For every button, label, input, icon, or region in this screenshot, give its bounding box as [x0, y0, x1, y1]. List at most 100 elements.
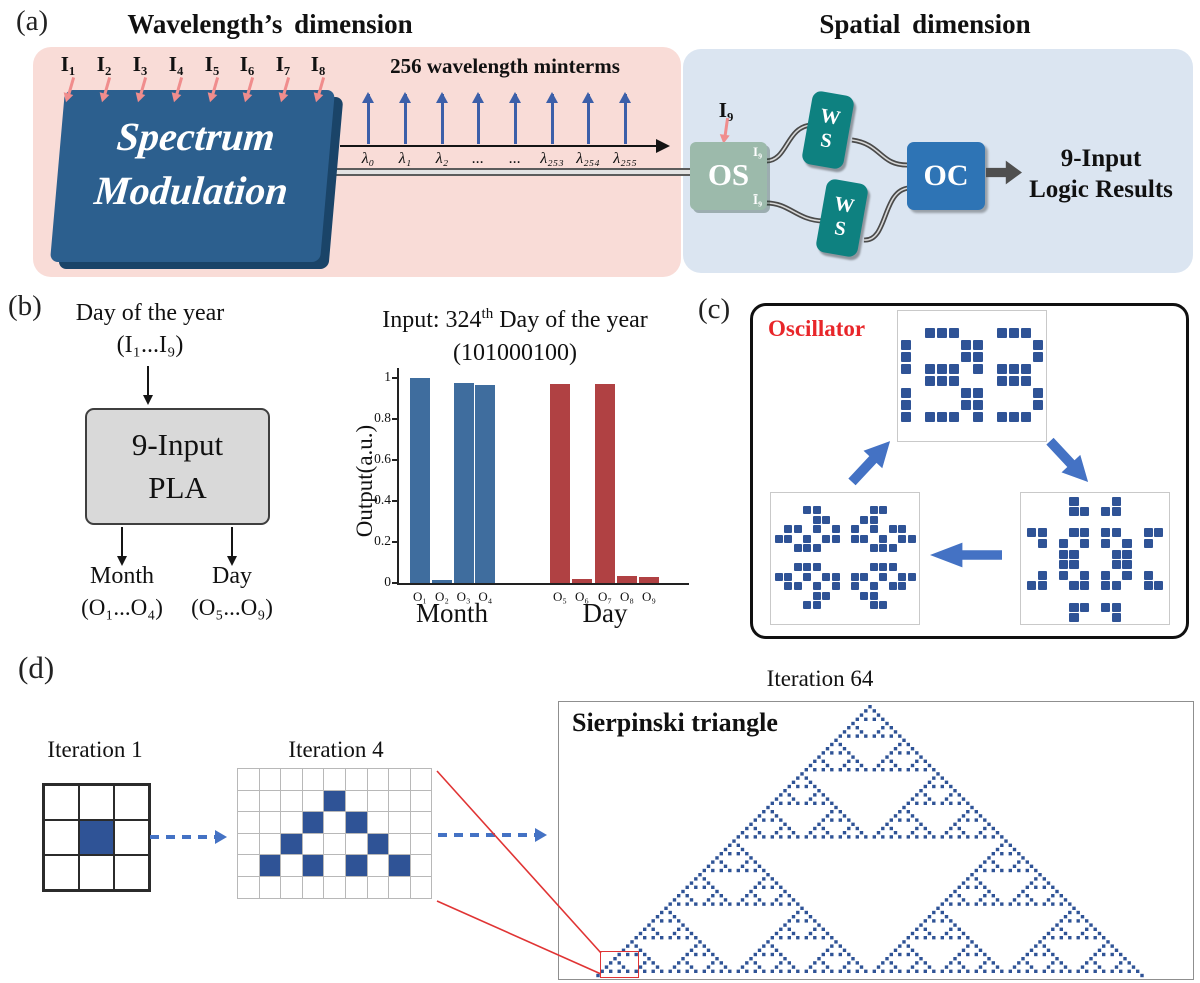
lambda-arrow-icon [362, 86, 375, 146]
grid-cell [410, 855, 432, 876]
grid-cell [259, 812, 281, 833]
pattern-cell [869, 506, 878, 515]
pattern-cell [1021, 376, 1032, 387]
pattern-cell [1069, 507, 1079, 517]
pattern-cell [1080, 528, 1090, 538]
pattern-cell [850, 534, 859, 543]
pattern-cell [1027, 528, 1037, 538]
grid-cell [367, 833, 389, 855]
grid-cell [324, 855, 345, 876]
pattern-cell [973, 364, 984, 375]
pattern-cell [803, 534, 812, 543]
chart-title-sup: th [481, 306, 494, 322]
pattern-cell [1033, 388, 1044, 399]
pattern-cell [1080, 581, 1090, 591]
bar [617, 575, 637, 583]
pattern-cell [1033, 352, 1044, 363]
bar [550, 384, 570, 583]
oc-label: OC [923, 159, 969, 192]
grid-cell [324, 876, 345, 898]
optical-switch-box: OS I₉ Ī₉ [690, 142, 767, 210]
grid-cell [302, 769, 324, 790]
dashed-arrow-icon [438, 828, 554, 842]
pattern-cell [888, 544, 897, 553]
pattern-cell [907, 534, 916, 543]
pla-box: 9-Input PLA [85, 408, 270, 525]
grid-cell [115, 856, 148, 889]
oscillator-title: Oscillator [768, 316, 866, 341]
x-axis-line [397, 583, 689, 585]
x-tick-label: O₇ [598, 589, 612, 604]
grid-cell [410, 769, 432, 790]
pattern-cell [1143, 538, 1153, 549]
y-tick-mark [392, 459, 398, 461]
grid-cell [410, 812, 432, 833]
os-port-top-label: I₉ [753, 144, 762, 159]
pattern-cell [961, 352, 972, 363]
grid-cell [345, 876, 367, 898]
pattern-cell [1080, 538, 1090, 549]
lambda-tick-label: ... [472, 150, 484, 167]
pattern-cell [1009, 412, 1020, 423]
grid-cell [259, 769, 281, 790]
pattern-cell [1143, 528, 1153, 538]
y-tick-label: 0.6 [374, 451, 391, 466]
panel-c-label: (c) [698, 293, 731, 325]
pattern-cell [1058, 549, 1068, 559]
pattern-cell [869, 563, 878, 572]
pattern-cell [1009, 328, 1020, 339]
panel-a-label: (a) [16, 5, 49, 37]
pattern-cell [793, 525, 802, 534]
grid-cell [345, 812, 367, 833]
flow-input-line2: (I₁...I₉) [116, 332, 184, 358]
grid-cell [324, 812, 345, 833]
pattern-cell [822, 515, 831, 524]
lambda-tick-label: λ₂₅₅ [613, 150, 637, 167]
pattern-cell [1101, 507, 1111, 517]
pattern-cell [949, 364, 960, 375]
axis-arrowhead-icon [656, 139, 677, 153]
iteration64-title: Iteration 64 [766, 666, 874, 691]
flow-out-right-line1: Day [212, 563, 252, 589]
grid-cell [115, 821, 148, 854]
pattern-cell [812, 544, 821, 553]
pattern-cell [997, 328, 1008, 339]
pattern-cell [1058, 538, 1068, 549]
grid-cell [302, 812, 324, 833]
spatial-dimension-title: Spatial dimension [819, 9, 1031, 39]
pattern-cell [925, 364, 936, 375]
grid-cell [389, 855, 410, 876]
pattern-cell [888, 582, 897, 591]
pattern-cell [879, 601, 888, 610]
pattern-cell [1154, 528, 1164, 538]
pattern-cell [888, 525, 897, 534]
chart-title-tail: Day of the year [493, 307, 648, 333]
x-tick-label: O₉ [642, 589, 656, 604]
pattern-cell [898, 534, 907, 543]
grid-cell [302, 790, 324, 812]
grid-cell [238, 833, 259, 855]
pattern-cell [879, 572, 888, 581]
lambda-arrow-icon [546, 86, 559, 146]
pattern-cell [961, 340, 972, 351]
os-port-bottom-label: Ī₉ [753, 192, 762, 207]
pattern-cell [925, 376, 936, 387]
group-label: Month [415, 598, 488, 628]
pattern-cell [1143, 570, 1153, 580]
pattern-cell [901, 412, 912, 423]
grid-cell [281, 855, 302, 876]
lambda-tick-label: λ₂ [435, 150, 449, 167]
pattern-cell [973, 352, 984, 363]
input-label: I₃ [132, 52, 148, 76]
pattern-cell [888, 563, 897, 572]
pattern-cell [879, 506, 888, 515]
pattern-cell [1021, 364, 1032, 375]
flow-arrow-icon [142, 366, 154, 406]
sierpinski-title: Sierpinski triangle [572, 708, 778, 737]
flow-input-line1: Day of the year [75, 300, 225, 326]
panel-b-label: (b) [8, 290, 42, 322]
result-line2: Logic Results [1029, 176, 1173, 203]
pattern-cell [831, 582, 840, 591]
